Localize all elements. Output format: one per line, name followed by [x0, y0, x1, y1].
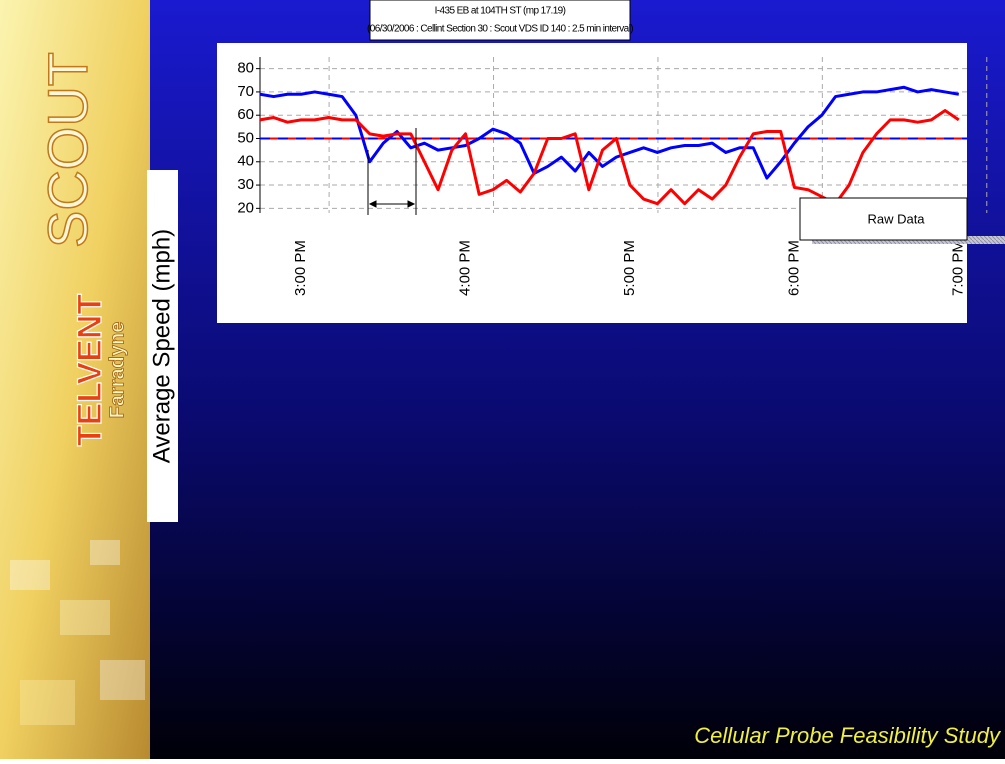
- y-tick-label: 60: [237, 106, 254, 123]
- x-tick-label: 6:00 PM: [785, 240, 802, 296]
- y-tick-label: 70: [237, 83, 254, 100]
- x-tick-label: 4:00 PM: [456, 240, 473, 296]
- footer: Cellular Probe Feasibility Study: [694, 723, 1002, 748]
- annotation: Raw Data: [867, 211, 925, 226]
- x-tick-label: 5:00 PM: [621, 240, 638, 296]
- x-tick-label: 7:00 PM: [950, 240, 967, 296]
- y-axis-label: Average Speed (mph): [148, 229, 175, 463]
- division: Farradyne: [106, 322, 128, 419]
- x-tick-label: 3:00 PM: [292, 240, 309, 296]
- y-tick-label: 40: [237, 153, 254, 170]
- chart-subtitle: (06/30/2006 : Cellint Section 30 : Scout…: [367, 24, 633, 35]
- logo: SCOUT: [36, 52, 99, 248]
- y-tick-label: 80: [237, 60, 254, 77]
- chart-title: I-435 EB at 104TH ST (mp 17.19): [435, 6, 566, 17]
- y-tick-label: 50: [237, 129, 254, 146]
- y-tick-label: 20: [237, 199, 254, 216]
- slide: SCOUT TELVENT Farradyne I-435 EB at 104T…: [0, 0, 1005, 759]
- y-tick-label: 30: [237, 176, 254, 193]
- company: TELVENT: [71, 294, 109, 447]
